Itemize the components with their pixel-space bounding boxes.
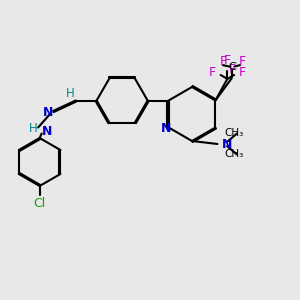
Text: F: F (239, 55, 246, 68)
Text: F: F (224, 55, 231, 68)
Text: N: N (42, 124, 52, 138)
Text: H: H (66, 87, 75, 101)
Text: CH₃: CH₃ (224, 149, 244, 160)
Text: F: F (219, 55, 226, 68)
Text: F: F (209, 66, 216, 79)
Text: C: C (228, 61, 236, 72)
Text: F: F (238, 66, 246, 79)
Text: N: N (161, 122, 171, 136)
Text: CH₃: CH₃ (224, 128, 244, 139)
Text: N: N (43, 106, 53, 119)
Text: H: H (29, 122, 38, 136)
Text: N: N (222, 137, 232, 151)
Text: F: F (228, 63, 236, 76)
Text: Cl: Cl (34, 197, 46, 210)
